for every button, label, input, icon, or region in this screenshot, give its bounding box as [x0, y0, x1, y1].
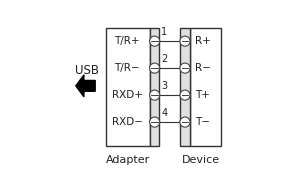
Circle shape — [180, 90, 190, 100]
Bar — [180, 28, 190, 146]
Text: RXD+: RXD+ — [112, 90, 143, 100]
Circle shape — [150, 117, 160, 127]
Circle shape — [150, 90, 160, 100]
Text: 4: 4 — [161, 108, 167, 118]
Text: 1: 1 — [161, 27, 167, 37]
Text: 2: 2 — [161, 54, 168, 64]
Bar — [190, 28, 221, 146]
Text: R−: R− — [195, 63, 211, 73]
Bar — [150, 28, 159, 146]
Bar — [106, 28, 150, 146]
Text: R+: R+ — [195, 36, 210, 46]
Circle shape — [180, 63, 190, 73]
Circle shape — [180, 36, 190, 46]
Circle shape — [150, 63, 160, 73]
Text: T/R−: T/R− — [114, 63, 140, 73]
Circle shape — [180, 117, 190, 127]
Text: T+: T+ — [195, 90, 210, 100]
Text: T−: T− — [195, 117, 210, 127]
Circle shape — [150, 36, 160, 46]
Text: 3: 3 — [161, 81, 167, 91]
Polygon shape — [76, 75, 95, 97]
Text: Adapter: Adapter — [106, 155, 150, 165]
Text: USB: USB — [75, 64, 99, 77]
Text: Device: Device — [182, 155, 220, 165]
Text: RXD−: RXD− — [112, 117, 143, 127]
Text: T/R+: T/R+ — [115, 36, 140, 46]
